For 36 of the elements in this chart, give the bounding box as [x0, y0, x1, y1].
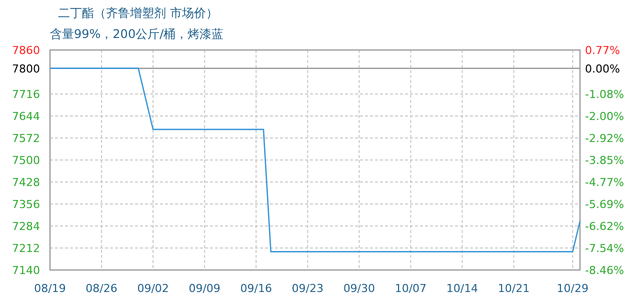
x-tick-label: 09/23: [292, 282, 324, 295]
y2-tick-label: -6.62%: [585, 220, 624, 234]
y-tick-label: 7644: [12, 110, 40, 123]
y-tick-label: 7860: [12, 44, 40, 57]
line-series: [49, 68, 581, 252]
y-tick-label: 7428: [12, 176, 40, 189]
x-tick-label: 08/26: [86, 282, 118, 295]
y2-tick-label: -2.00%: [585, 110, 624, 124]
y2-tick-label: 0.77%: [585, 44, 620, 57]
y-tick-label: 7716: [12, 88, 40, 101]
x-tick-label: 10/14: [446, 282, 478, 295]
y2-tick-label: -7.54%: [585, 242, 624, 256]
y2-tick-label: -4.77%: [585, 176, 624, 190]
chart-subtitle: 含量99%，200公斤/桶，烤漆蓝: [50, 27, 224, 41]
y2-tick-label: -1.08%: [585, 88, 624, 102]
y-tick-label: 7500: [12, 154, 40, 167]
x-tick-label: 09/16: [240, 282, 272, 295]
x-tick-label: 10/29: [556, 282, 588, 295]
y2-tick-label: -2.92%: [585, 132, 624, 145]
x-tick-label: 10/21: [498, 282, 530, 295]
y2-tick-label: -5.69%: [585, 198, 624, 211]
y-tick-label: 7572: [12, 132, 40, 145]
x-tick-label: 09/02: [137, 282, 169, 295]
chart-title: 二丁酯（齐鲁增塑剂 市场价）: [58, 6, 218, 20]
x-tick-label: 09/09: [188, 282, 220, 295]
x-tick-label: 10/07: [394, 282, 427, 295]
y-tick-label: 7284: [12, 220, 40, 233]
y2-tick-label: 0.00%: [585, 62, 620, 76]
y-tick-label: 7140: [12, 264, 40, 277]
y-tick-label: 7356: [12, 198, 40, 211]
x-tick-label: 09/30: [343, 282, 376, 295]
x-tick-label: 08/19: [34, 282, 66, 295]
y2-tick-label: -8.46%: [585, 264, 624, 277]
y2-tick-label: -3.85%: [585, 154, 624, 168]
y-tick-label: 7212: [12, 242, 40, 255]
y-tick-label: 7800: [12, 62, 40, 76]
